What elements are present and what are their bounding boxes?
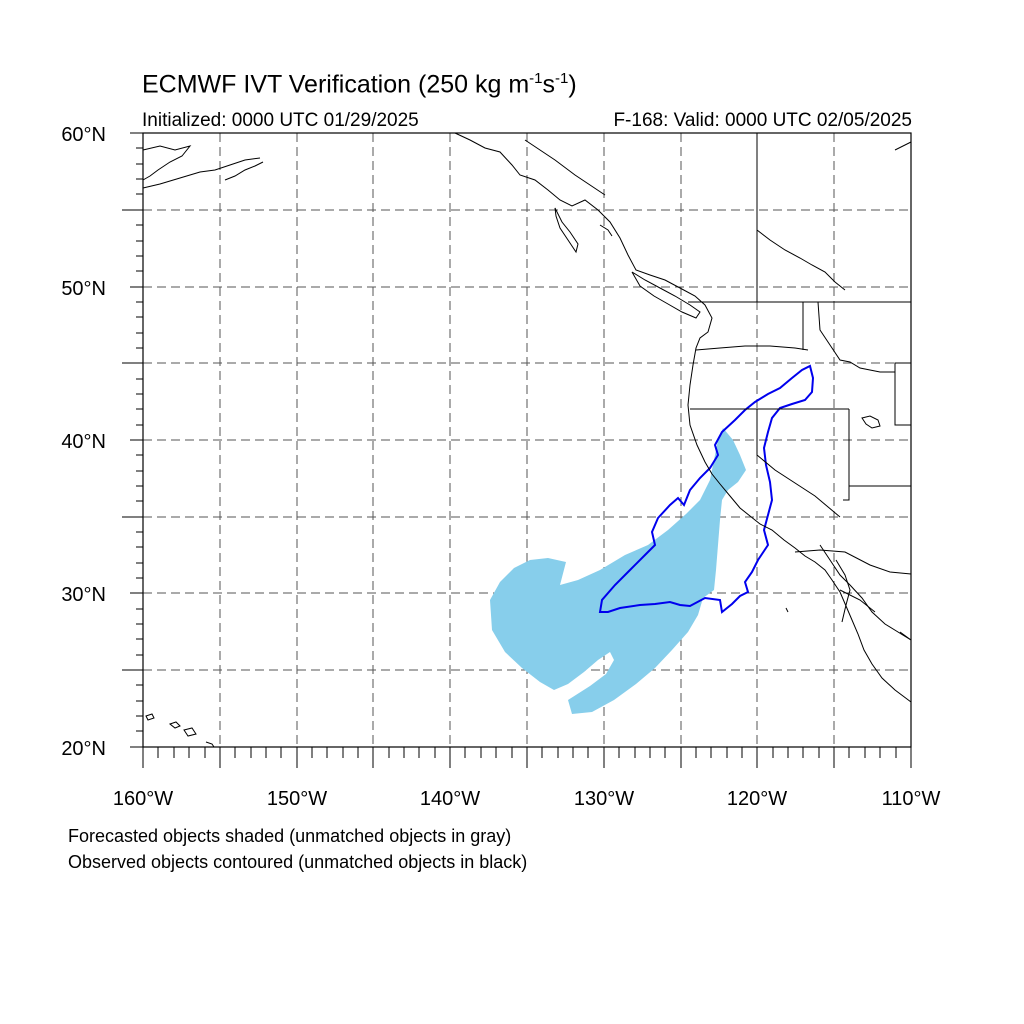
lat-label-20: 20°N xyxy=(61,738,106,760)
lon-label-150w: 150°W xyxy=(267,788,327,810)
valid-time: F-168: Valid: 0000 UTC 02/05/2025 xyxy=(613,110,912,131)
map-title: ECMWF IVT Verification (250 kg m-1s-1) xyxy=(142,70,577,99)
lat-label-60: 60°N xyxy=(61,124,106,146)
lat-label-50: 50°N xyxy=(61,278,106,300)
lon-label-120w: 120°W xyxy=(727,788,787,810)
lon-label-160w: 160°W xyxy=(113,788,173,810)
lat-labels: 60°N 50°N 40°N 30°N 20°N xyxy=(61,124,106,760)
lon-labels: 160°W 150°W 140°W 130°W 120°W 110°W xyxy=(113,788,941,810)
ticks xyxy=(122,132,912,768)
observed-ivt-contour xyxy=(598,364,815,614)
forecast-ivt-object xyxy=(490,428,746,714)
lat-label-30: 30°N xyxy=(61,584,106,606)
legend-note-forecast: Forecasted objects shaded (unmatched obj… xyxy=(68,826,512,846)
legend-note-observed: Observed objects contoured (unmatched ob… xyxy=(68,852,528,872)
lon-label-110w: 110°W xyxy=(882,788,941,810)
lon-label-140w: 140°W xyxy=(420,788,480,810)
coastlines xyxy=(142,132,912,748)
initialized-time: Initialized: 0000 UTC 01/29/2025 xyxy=(142,110,419,131)
political-borders xyxy=(524,133,912,641)
lat-label-40: 40°N xyxy=(61,431,106,453)
lon-label-130w: 130°W xyxy=(574,788,634,810)
